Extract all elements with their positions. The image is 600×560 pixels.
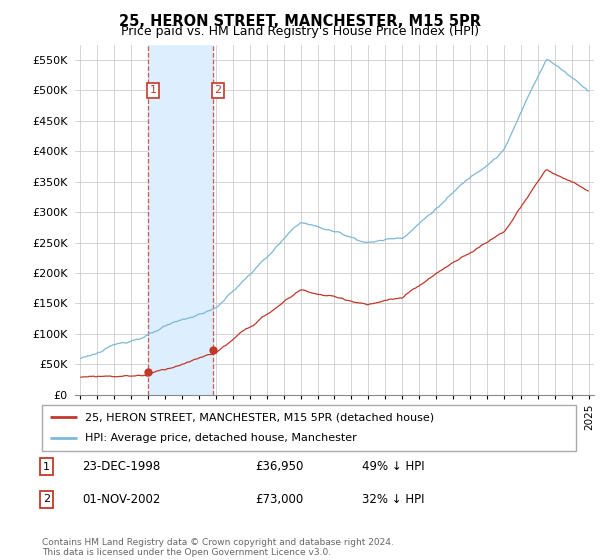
Text: 23-DEC-1998: 23-DEC-1998 [82,460,160,473]
Text: 2: 2 [215,85,222,95]
Text: Contains HM Land Registry data © Crown copyright and database right 2024.
This d: Contains HM Land Registry data © Crown c… [42,538,394,557]
Text: HPI: Average price, detached house, Manchester: HPI: Average price, detached house, Manc… [85,433,356,444]
Text: 25, HERON STREET, MANCHESTER, M15 5PR (detached house): 25, HERON STREET, MANCHESTER, M15 5PR (d… [85,412,434,422]
Text: 01-NOV-2002: 01-NOV-2002 [82,493,160,506]
Text: 25, HERON STREET, MANCHESTER, M15 5PR: 25, HERON STREET, MANCHESTER, M15 5PR [119,14,481,29]
Text: 1: 1 [149,85,157,95]
Text: 32% ↓ HPI: 32% ↓ HPI [362,493,425,506]
Text: 2: 2 [43,494,50,505]
Text: 1: 1 [43,461,50,472]
Text: 49% ↓ HPI: 49% ↓ HPI [362,460,425,473]
Text: £36,950: £36,950 [256,460,304,473]
Text: £73,000: £73,000 [256,493,304,506]
Bar [148,45,213,395]
Text: Price paid vs. HM Land Registry's House Price Index (HPI): Price paid vs. HM Land Registry's House … [121,25,479,38]
FancyBboxPatch shape [42,405,576,451]
